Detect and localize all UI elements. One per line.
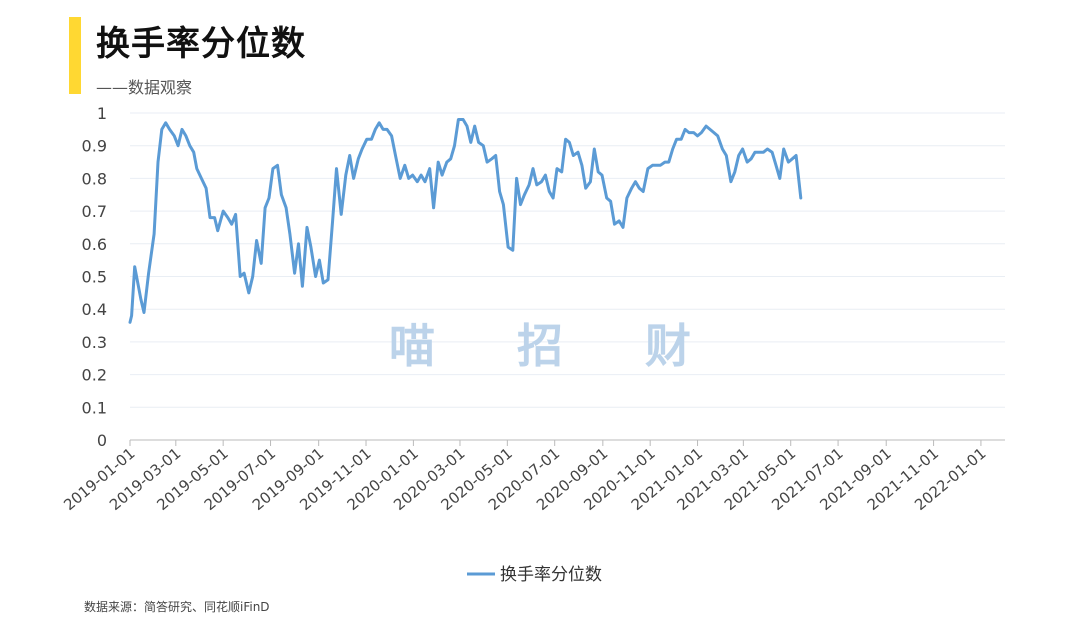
y-tick-label: 0.3 (82, 333, 107, 352)
y-tick-label: 0.2 (82, 366, 107, 385)
title-accent-bar (69, 17, 81, 94)
y-tick-label: 0.4 (82, 300, 107, 319)
y-tick-label: 0.1 (82, 398, 107, 417)
legend: 换手率分位数 (467, 565, 602, 585)
y-tick-label: 0.9 (82, 137, 107, 156)
y-tick-label: 0.5 (82, 268, 107, 287)
y-axis-ticks: 0 0.1 0.2 0.3 0.4 0.5 0.6 0.7 0.8 0.9 1 (82, 104, 107, 450)
y-tick-label: 0 (97, 431, 107, 450)
legend-label: 换手率分位数 (500, 565, 602, 585)
y-tick-label: 0.7 (82, 202, 107, 221)
y-tick-label: 1 (97, 104, 107, 123)
watermark-char: 喵 (389, 319, 435, 373)
chart-grid (130, 112, 1005, 408)
x-axis-ticks: 2019-01-012019-03-012019-05-012019-07-01… (60, 440, 990, 514)
page-title: 换手率分位数 (96, 24, 306, 64)
data-source-note: 数据来源：简答研究、同花顺iFinD (84, 600, 270, 614)
series-layer (128, 118, 803, 324)
watermark: 喵 招 财 (389, 319, 691, 373)
watermark-char: 招 (517, 319, 563, 373)
series-line (128, 118, 803, 324)
watermark-char: 财 (645, 319, 691, 373)
y-tick-label: 0.8 (82, 169, 107, 188)
page-subtitle: ——数据观察 (96, 78, 193, 97)
y-tick-label: 0.6 (82, 235, 107, 254)
